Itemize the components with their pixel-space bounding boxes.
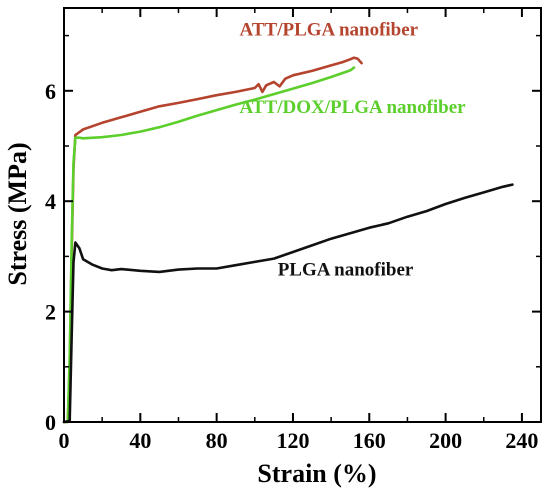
y-axis-title: Stress (MPa) — [3, 142, 32, 285]
axes: 0 40 80 120 160 200 240 0 2 4 6 — [45, 7, 542, 453]
series-label: ATT/DOX/PLGA nanofiber — [240, 97, 467, 118]
y-tick-label: 4 — [45, 189, 56, 214]
y-tick-label: 6 — [45, 79, 56, 104]
series-line-plga-nanofiber — [62, 183, 514, 424]
y-tick-label: 0 — [45, 410, 56, 435]
x-tick-label: 200 — [429, 428, 462, 453]
plot-frame — [63, 7, 542, 423]
series-label: PLGA nanofiber — [278, 260, 414, 281]
series-lines — [62, 56, 514, 424]
series-labels: ATT/PLGA nanofiber ATT/DOX/PLGA nanofiber… — [240, 20, 467, 281]
series-line-att-plga-nanofiber — [62, 56, 363, 424]
y-tick-label: 2 — [45, 300, 56, 325]
series-label: ATT/PLGA nanofiber — [240, 20, 419, 41]
x-tick-label: 240 — [505, 428, 538, 453]
x-tick-label: 40 — [129, 428, 151, 453]
x-axis-title: Strain (%) — [257, 459, 376, 488]
series-line-att-dox-plga-nanofiber — [62, 66, 356, 424]
x-tick-label: 120 — [276, 428, 309, 453]
x-tick-label: 0 — [59, 428, 70, 453]
x-tick-label: 80 — [206, 428, 228, 453]
x-tick-label: 160 — [353, 428, 386, 453]
